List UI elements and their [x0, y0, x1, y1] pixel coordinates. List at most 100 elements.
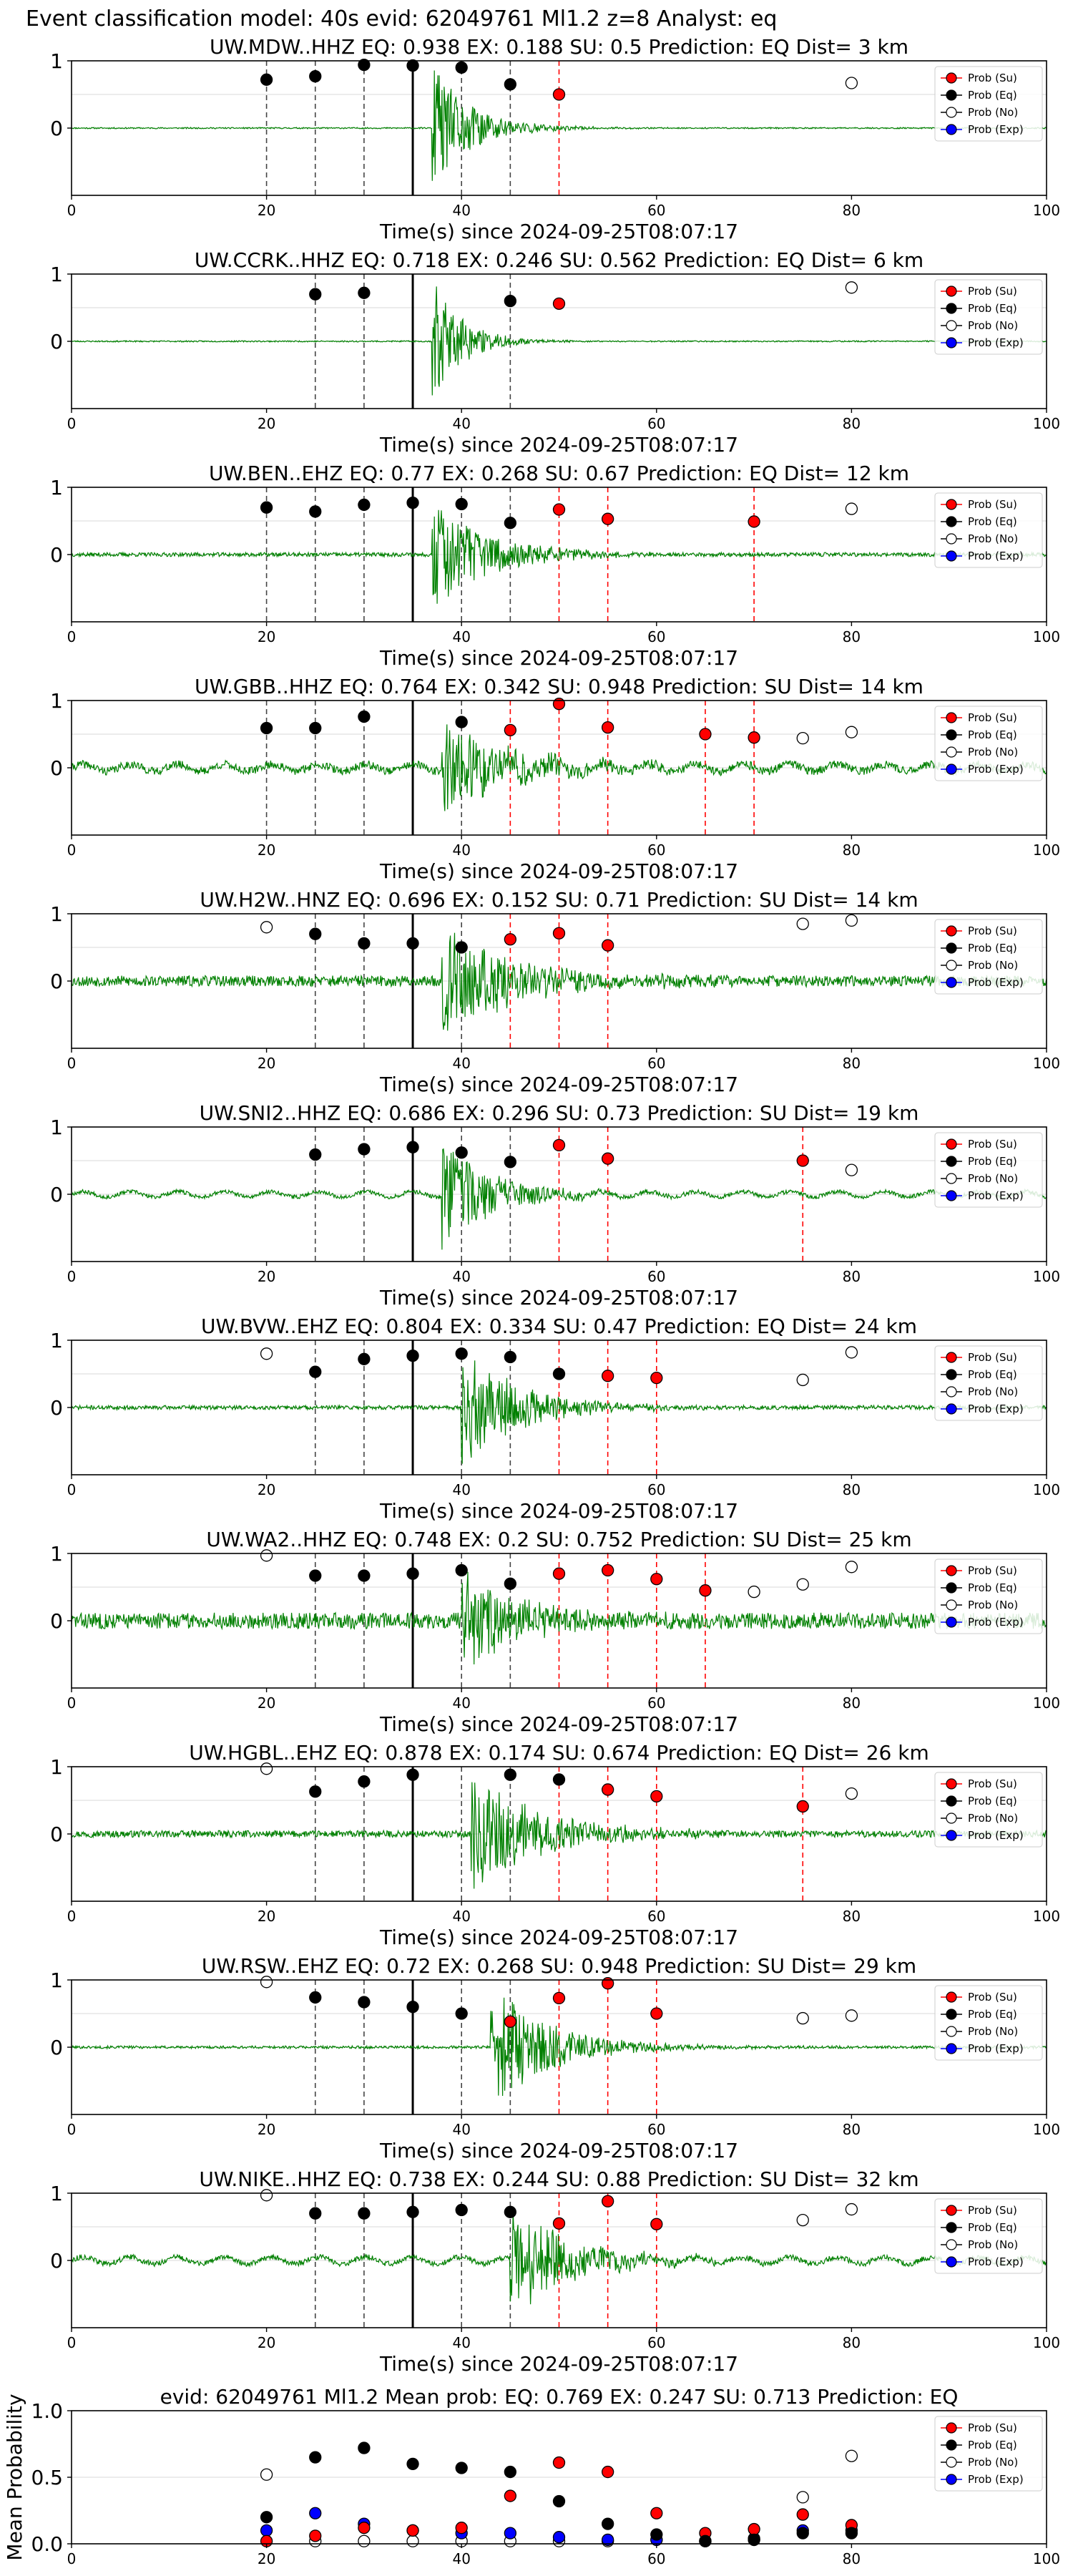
xtick-label: 0 [67, 1694, 77, 1712]
xtick-label: 100 [1033, 2550, 1060, 2567]
su-prob-point [796, 1800, 809, 1813]
xtick-label: 60 [647, 628, 665, 645]
legend-label: Prob (Su) [968, 2204, 1017, 2217]
eq-prob-point [309, 1365, 322, 1378]
su-prob-point [796, 1154, 809, 1167]
eq-prob-point [552, 2494, 566, 2508]
legend-marker [946, 977, 957, 988]
ytick-label: 1 [50, 1329, 63, 1352]
su-prob-point [552, 927, 566, 940]
xtick-label: 60 [647, 2121, 665, 2138]
panel-title: UW.MDW..HHZ EQ: 0.938 EX: 0.188 SU: 0.5 … [210, 35, 908, 59]
legend-box [934, 279, 1043, 355]
x-axis-label: Time(s) since 2024-09-25T08:07:17 [379, 2352, 738, 2376]
legend-label: Prob (Eq) [968, 515, 1017, 528]
su-prob-point [406, 2524, 419, 2537]
eq-prob-point [455, 1563, 468, 1577]
xtick-label: 20 [258, 2121, 275, 2138]
xtick-label: 100 [1033, 415, 1060, 432]
xtick-label: 100 [1033, 202, 1060, 219]
xtick-label: 40 [452, 1908, 470, 1925]
xtick-label: 0 [67, 1055, 77, 1072]
legend-marker [946, 2439, 957, 2451]
su-prob-point [602, 512, 614, 525]
no-prob-point [796, 1578, 809, 1591]
eq-prob-point [748, 2533, 760, 2547]
eq-prob-point [552, 1367, 566, 1380]
no-prob-point [845, 77, 858, 89]
ytick-label: 0 [50, 330, 63, 353]
legend: Prob (Su) Prob (Eq) Prob (No) Prob (Exp) [934, 706, 1043, 781]
xtick-label: 60 [647, 1268, 665, 1285]
no-prob-point [845, 1787, 858, 1800]
panel-title: evid: 62049761 Ml1.2 Mean prob: EQ: 0.76… [160, 2385, 959, 2409]
legend-marker [946, 960, 957, 971]
eq-prob-point [504, 517, 516, 530]
waveform-trace [71, 2211, 1047, 2305]
su-prob-point [602, 1563, 614, 1577]
x-axis-label: Time(s) since 2024-09-25T08:07:17 [379, 1073, 738, 1096]
xtick-label: 80 [843, 1268, 861, 1285]
xtick-label: 40 [452, 1055, 470, 1072]
eq-prob-point [699, 2534, 712, 2547]
legend-marker [946, 320, 957, 331]
legend-marker [946, 1582, 957, 1594]
legend-box [934, 2198, 1043, 2274]
xtick-label: 100 [1033, 1694, 1060, 1712]
legend-label: Prob (Eq) [968, 1795, 1017, 1807]
legend-marker [946, 1616, 957, 1628]
legend-label: Prob (No) [968, 319, 1018, 332]
legend-label: Prob (No) [968, 1599, 1018, 1611]
eq-prob-point [845, 2527, 858, 2540]
no-prob-point [796, 2491, 809, 2504]
eq-prob-point [406, 496, 419, 509]
legend-label: Prob (Su) [968, 1777, 1017, 1790]
su-prob-point [748, 731, 760, 744]
legend-marker [946, 1190, 957, 1201]
eq-prob-point [504, 1350, 516, 1364]
xtick-label: 80 [843, 628, 861, 645]
legend: Prob (Su) Prob (Eq) Prob (No) Prob (Exp) [934, 2416, 1043, 2492]
legend-marker [946, 2457, 957, 2468]
eq-prob-point [309, 2207, 322, 2220]
xtick-label: 100 [1033, 1055, 1060, 1072]
su-prob-point [602, 2195, 614, 2207]
waveform-trace [71, 70, 1047, 181]
xtick-label: 100 [1033, 2334, 1060, 2351]
xtick-label: 80 [843, 841, 861, 859]
no-prob-point [845, 2202, 858, 2216]
ytick-label: 0 [50, 2036, 63, 2059]
eq-prob-point [358, 1996, 371, 2009]
xtick-label: 100 [1033, 1908, 1060, 1925]
su-prob-point [552, 1991, 566, 2005]
xtick-label: 100 [1033, 628, 1060, 645]
legend-marker [946, 124, 957, 135]
legend-label: Prob (Exp) [968, 2255, 1024, 2268]
su-prob-point [552, 88, 566, 101]
x-axis-label: Time(s) since 2024-09-25T08:07:17 [379, 646, 738, 670]
eq-prob-point [504, 78, 516, 91]
no-prob-point [796, 2213, 809, 2227]
waveform-trace [71, 286, 1047, 396]
legend-marker [946, 2222, 957, 2233]
legend-box [934, 1132, 1043, 1208]
panel-title: UW.GBB..HHZ EQ: 0.764 EX: 0.342 SU: 0.94… [195, 675, 923, 698]
x-axis-label: Time(s) since 2024-09-25T08:07:17 [379, 433, 738, 457]
su-prob-point [650, 1790, 663, 1803]
su-prob-point [650, 1573, 663, 1586]
xtick-label: 40 [452, 841, 470, 859]
su-prob-point [358, 2522, 371, 2534]
su-prob-point [552, 297, 566, 311]
legend-label: Prob (Su) [968, 285, 1017, 298]
legend-marker [946, 516, 957, 527]
xtick-label: 80 [843, 1908, 861, 1925]
legend-label: Prob (Exp) [968, 1402, 1024, 1415]
panel-uw-mdw--hhz: UW.MDW..HHZ EQ: 0.938 EX: 0.188 SU: 0.5 … [50, 35, 1060, 243]
legend-marker [946, 942, 957, 954]
eq-prob-point [406, 2457, 419, 2471]
xtick-label: 0 [67, 202, 77, 219]
legend-label: Prob (No) [968, 959, 1018, 972]
xtick-label: 0 [67, 1481, 77, 1498]
legend: Prob (Su) Prob (Eq) Prob (No) Prob (Exp) [934, 2198, 1043, 2274]
no-prob-point [260, 921, 273, 934]
